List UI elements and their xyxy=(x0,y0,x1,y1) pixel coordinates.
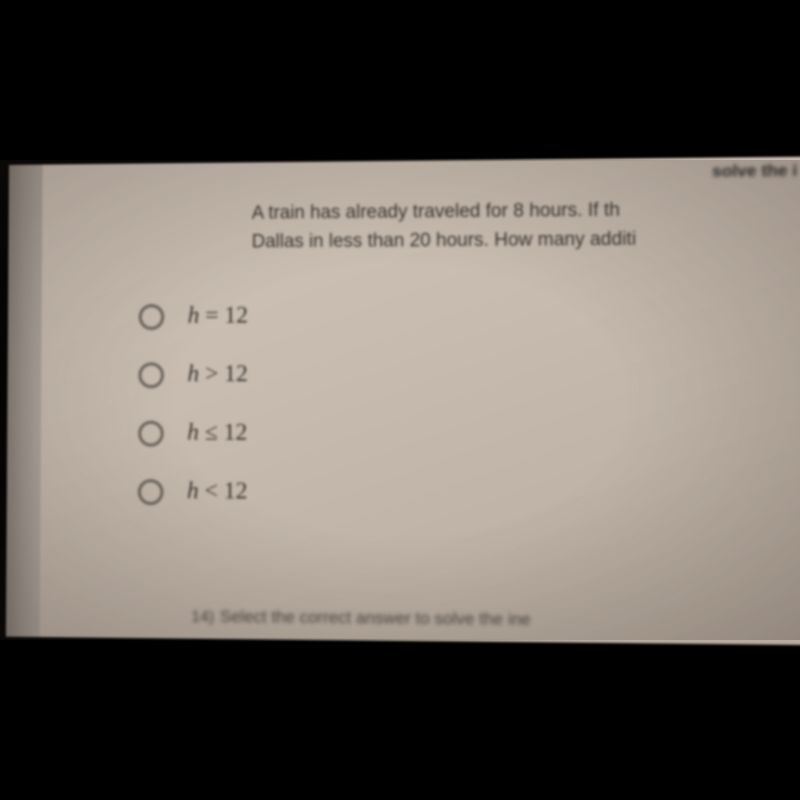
options-container: h=12 h>12 h≤12 h<12 xyxy=(138,303,248,538)
header-partial-text: solve the i xyxy=(711,161,797,182)
option-3[interactable]: h≤12 xyxy=(138,420,248,447)
question-line-1: A train has already traveled for 8 hours… xyxy=(252,195,800,228)
page-edge xyxy=(6,165,43,637)
photo-container: solve the i A train has already traveled… xyxy=(6,157,800,645)
option-1-text: h=12 xyxy=(188,303,249,330)
page-content: solve the i A train has already traveled… xyxy=(40,157,800,645)
radio-icon[interactable] xyxy=(138,479,164,505)
radio-icon[interactable] xyxy=(138,420,164,446)
radio-icon[interactable] xyxy=(139,304,164,330)
question-text: A train has already traveled for 8 hours… xyxy=(252,195,800,256)
option-2[interactable]: h>12 xyxy=(138,361,247,388)
option-2-text: h>12 xyxy=(187,361,248,388)
option-4[interactable]: h<12 xyxy=(138,478,248,505)
option-3-text: h≤12 xyxy=(187,420,247,447)
question-line-2: Dallas in less than 20 hours. How many a… xyxy=(252,224,800,256)
option-4-text: h<12 xyxy=(187,478,248,505)
radio-icon[interactable] xyxy=(138,362,164,388)
option-1[interactable]: h=12 xyxy=(139,303,248,330)
next-question-partial: 14)Select the correct answer to solve th… xyxy=(191,607,531,630)
